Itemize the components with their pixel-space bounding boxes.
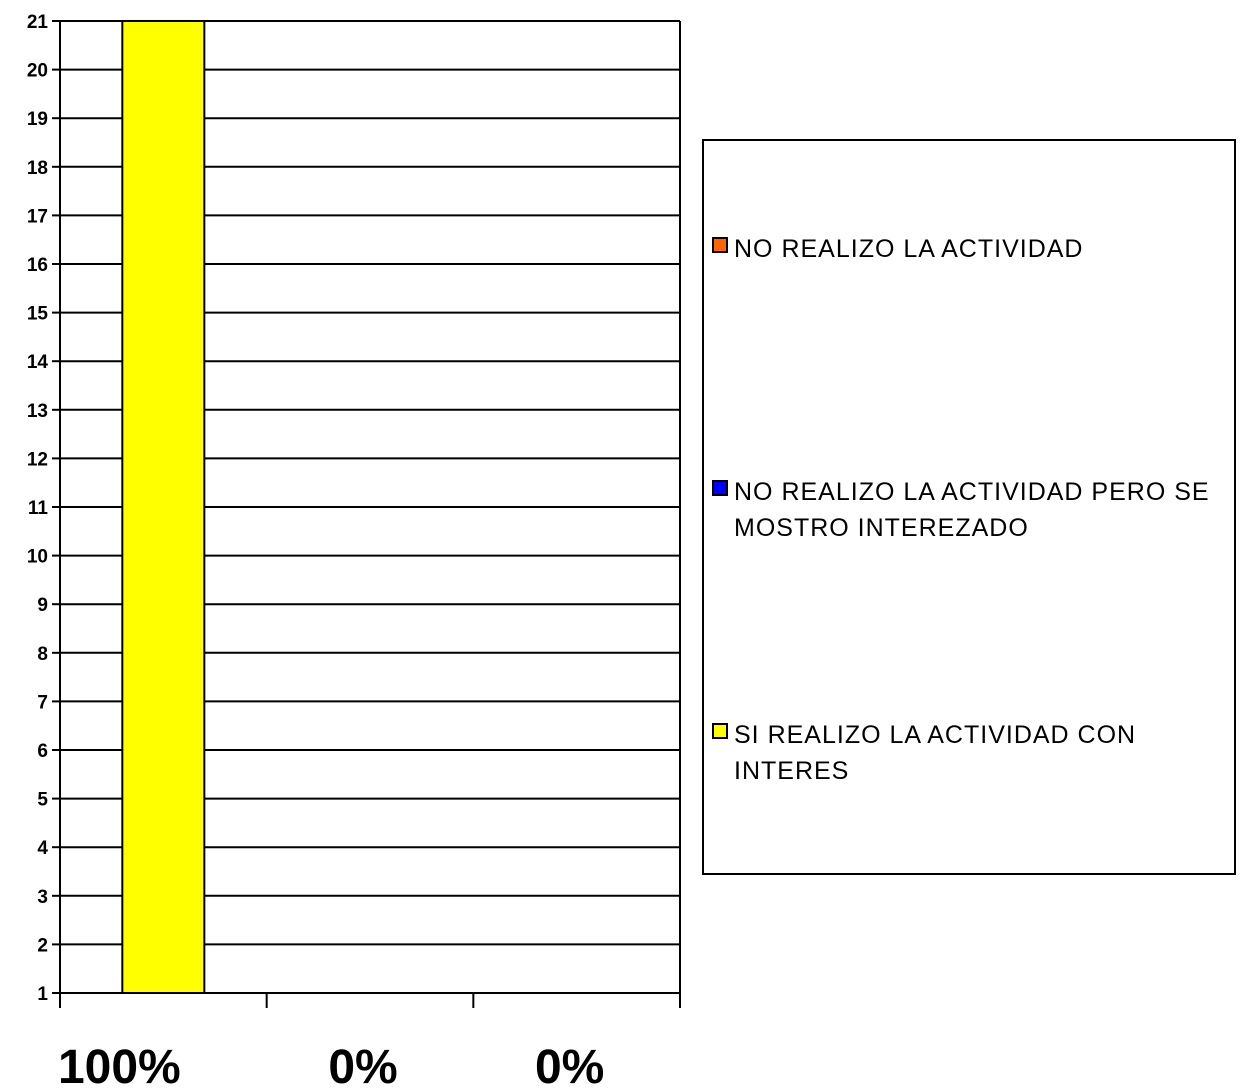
- y-tick-label: 11: [28, 498, 49, 519]
- category-label: 0%: [328, 1041, 397, 1089]
- legend-label: SI REALIZO LA ACTIVIDAD CON INTERES: [734, 721, 1137, 785]
- bar: [121, 20, 206, 994]
- legend-swatch-blue: [712, 480, 728, 496]
- y-tick-label: 4: [37, 838, 48, 859]
- y-tick-label: 2: [37, 935, 48, 956]
- y-tick-label: 8: [37, 644, 48, 665]
- legend-item-si-realizo: SI REALIZO LA ACTIVIDAD CON INTERES: [712, 717, 1234, 789]
- legend-swatch-yellow: [712, 723, 728, 739]
- y-tick-label: 9: [37, 595, 48, 616]
- legend-label: NO REALIZO LA ACTIVIDAD PERO SE MOSTRO I…: [734, 478, 1210, 542]
- y-tick-label: 19: [27, 109, 48, 130]
- y-tick-label: 1: [37, 984, 48, 1005]
- legend: NO REALIZO LA ACTIVIDAD NO REALIZO LA AC…: [702, 139, 1236, 875]
- y-tick-label: 14: [27, 352, 49, 373]
- y-tick-label: 17: [27, 206, 48, 227]
- category-label: 100%: [58, 1041, 181, 1089]
- y-tick-label: 6: [37, 741, 48, 762]
- y-tick-label: 3: [37, 887, 48, 908]
- y-tick-label: 20: [27, 61, 48, 82]
- y-tick-label: 21: [27, 12, 49, 33]
- bars: [121, 20, 206, 994]
- y-tick-label: 7: [37, 692, 48, 713]
- legend-item-no-realizo: NO REALIZO LA ACTIVIDAD: [712, 231, 1234, 267]
- y-tick-label: 5: [37, 790, 48, 811]
- legend-swatch-orange: [712, 237, 728, 253]
- y-tick-label: 16: [27, 255, 48, 276]
- legend-item-no-realizo-pero-interesado: NO REALIZO LA ACTIVIDAD PERO SE MOSTRO I…: [712, 474, 1234, 546]
- y-tick-label: 15: [27, 304, 49, 325]
- axes: [52, 20, 681, 1008]
- y-tick-label: 12: [27, 449, 48, 470]
- y-tick-label: 18: [27, 158, 48, 179]
- legend-label: NO REALIZO LA ACTIVIDAD: [734, 235, 1084, 263]
- y-tick-label: 10: [27, 547, 48, 568]
- y-tick-label: 13: [27, 401, 48, 422]
- category-label: 0%: [535, 1041, 604, 1089]
